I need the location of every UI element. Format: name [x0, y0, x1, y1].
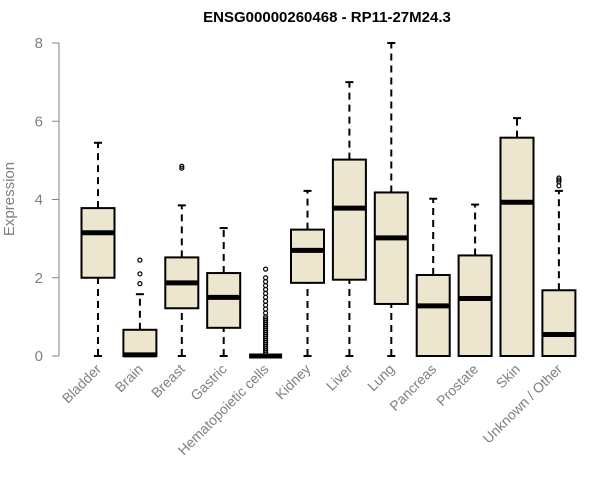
y-tick-label: 4	[35, 192, 43, 209]
x-tick-label: Pancreas	[386, 361, 439, 414]
iqr-box	[457, 254, 493, 357]
outlier-point	[137, 281, 143, 287]
x-tick-label: Liver	[323, 361, 356, 394]
box-unknown-other	[541, 175, 577, 357]
iqr-box	[499, 136, 535, 357]
x-tick-label: Skin	[493, 361, 524, 392]
y-tick-label: 6	[35, 113, 43, 130]
box-hematopoietic-cells	[249, 266, 283, 359]
outlier-point	[179, 163, 185, 169]
outlier-point	[179, 165, 185, 171]
outlier-point	[556, 175, 562, 181]
box-bladder	[80, 141, 116, 357]
iqr-box	[373, 191, 409, 305]
axes: 0 2 4 6 8	[35, 35, 60, 365]
boxes	[80, 42, 577, 359]
iqr-box	[206, 272, 242, 329]
iqr-box	[331, 158, 367, 281]
y-tick-label: 8	[35, 35, 43, 52]
box-kidney	[290, 189, 325, 357]
outlier-point	[556, 177, 562, 183]
outlier-point	[137, 257, 143, 263]
iqr-box	[122, 328, 158, 358]
outlier-point	[263, 316, 269, 322]
x-tick-label: Prostate	[433, 361, 481, 409]
box-gastric	[206, 227, 242, 357]
x-tick-label: Lung	[364, 361, 397, 394]
y-tick-label: 2	[35, 270, 43, 287]
box-liver	[331, 81, 367, 357]
iqr-box	[541, 289, 577, 357]
x-tick-label: Unknown / Other	[479, 361, 565, 447]
y-axis-label: Expression	[1, 162, 18, 236]
y-tick-label: 0	[35, 348, 43, 365]
iqr-box	[415, 274, 451, 358]
outlier-point	[137, 271, 143, 277]
box-lung	[373, 42, 409, 357]
outlier-point	[263, 275, 269, 281]
box-skin	[499, 117, 535, 357]
iqr-box	[80, 207, 116, 279]
x-tick-label: Kidney	[272, 361, 314, 403]
iqr-box	[290, 228, 325, 284]
box-pancreas	[415, 197, 451, 358]
x-tick-label: Breast	[148, 361, 188, 401]
chart-title: ENSG00000260468 - RP11-27M24.3	[203, 9, 451, 26]
box-brain	[122, 257, 158, 358]
x-tick-label: Brain	[112, 361, 146, 395]
outlier-point	[263, 266, 269, 272]
box-prostate	[457, 203, 493, 357]
box-breast	[164, 163, 200, 357]
x-tick-label: Bladder	[59, 361, 105, 407]
